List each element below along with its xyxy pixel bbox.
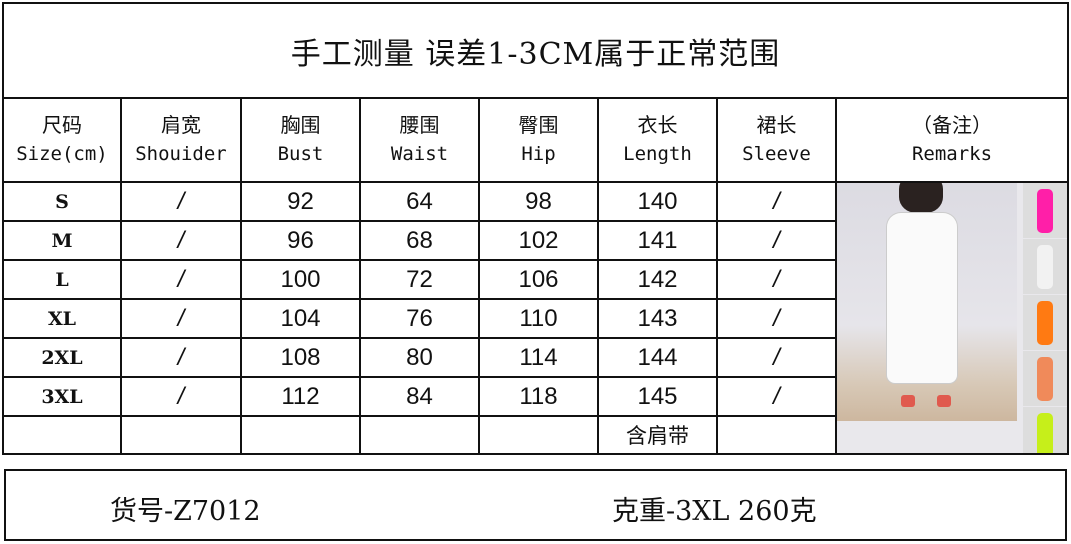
cell-waist: 64 [359, 181, 480, 222]
cell-sleeve: / [716, 376, 837, 417]
cell-waist: 80 [359, 337, 480, 378]
header-en: Bust [277, 143, 324, 165]
cell-length: 143 [597, 298, 718, 339]
cell-length: 142 [597, 259, 718, 300]
cell-bust: 96 [240, 220, 361, 261]
header-bust: 胸围 Bust [240, 97, 361, 183]
cell-hip: 118 [478, 376, 599, 417]
cell-sleeve: / [716, 220, 837, 261]
page-title: 手工测量 误差1-3CM属于正常范围 [2, 2, 1069, 99]
empty-cell [120, 415, 242, 455]
header-en: Hip [521, 143, 556, 165]
header-en: Remarks [911, 143, 993, 165]
empty-cell [716, 415, 837, 455]
cell-size: M [2, 220, 122, 261]
cell-shoulder: / [120, 298, 242, 339]
size-chart-table: 尺码 Size(cm) 肩宽 Shouider 胸围 Bust 腰围 Waist 臀围 Hip 衣长… [2, 97, 1069, 455]
header-cn: 臀围 [518, 113, 559, 137]
header-cn: 尺码 [42, 113, 82, 137]
cell-bust: 112 [240, 376, 361, 417]
cell-length: 141 [597, 220, 718, 261]
item-number: 货号-Z7012 [110, 496, 261, 527]
header-shoulder: 肩宽 Shouider [120, 97, 242, 183]
cell-size: 3XL [2, 376, 122, 417]
cell-sleeve: / [716, 337, 837, 378]
header-row: 尺码 Size(cm) 肩宽 Shouider 胸围 Bust 腰围 Waist 臀围 Hip 衣长… [2, 97, 1069, 183]
color-variants [1023, 183, 1067, 453]
table-row: XL/104 76 110 143/ [2, 298, 1068, 339]
header-cn: 裙长 [756, 113, 797, 137]
cell-bust: 100 [240, 259, 361, 300]
cell-shoulder: / [120, 181, 242, 222]
table-row: 2XL/108 80 114 144/ [2, 337, 1068, 378]
header-cn: 衣长 [637, 113, 678, 137]
header-sleeve: 裙长 Sleeve [716, 97, 837, 183]
cell-sleeve: / [716, 259, 837, 300]
length-note: 含肩带 [597, 415, 718, 455]
color-variant-thumb [1023, 407, 1067, 453]
header-cn: 肩宽 [161, 113, 201, 137]
cell-hip: 114 [478, 337, 599, 378]
table-row: 3XL/112 84 118 145/ [2, 376, 1068, 417]
cell-hip: 98 [478, 181, 599, 222]
empty-cell [359, 415, 480, 455]
cell-size: XL [2, 298, 122, 339]
cell-shoulder: / [120, 220, 242, 261]
table-row: S/92 64 98 140/ [2, 181, 1069, 455]
cell-hip: 102 [478, 220, 599, 261]
cell-size: 2XL [2, 337, 122, 378]
cell-waist: 68 [359, 220, 480, 261]
color-variant-thumb [1023, 183, 1067, 238]
color-variant-thumb [1023, 351, 1067, 406]
cell-bust: 104 [240, 298, 361, 339]
cell-shoulder: / [120, 259, 242, 300]
cell-sleeve: / [716, 298, 837, 339]
header-length: 衣长 Length [597, 97, 718, 183]
cell-size: L [2, 259, 122, 300]
table-row: L/100 72 106 142/ [2, 259, 1068, 300]
table-row: M/96 68 102 141/ [2, 220, 1068, 261]
model-figure [867, 183, 977, 413]
cell-size: S [2, 181, 122, 222]
note-row: 含肩带 [2, 415, 1068, 455]
product-photo [835, 181, 1069, 455]
cell-length: 145 [597, 376, 718, 417]
weight: 克重-3XL 260克 [612, 496, 817, 527]
header-remarks: （备注） Remarks [835, 97, 1069, 183]
empty-cell [478, 415, 599, 455]
color-variant-thumb [1023, 295, 1067, 350]
color-variant-thumb [1023, 239, 1067, 294]
cell-shoulder: / [120, 337, 242, 378]
cell-hip: 106 [478, 259, 599, 300]
cell-hip: 110 [478, 298, 599, 339]
cell-bust: 92 [240, 181, 361, 222]
header-en: Sleeve [742, 143, 811, 165]
cell-sleeve: / [716, 181, 837, 222]
header-size: 尺码 Size(cm) [2, 97, 122, 183]
header-hip: 臀围 Hip [478, 97, 599, 183]
cell-length: 140 [597, 181, 718, 222]
header-en: Size(cm) [16, 143, 108, 165]
cell-bust: 108 [240, 337, 361, 378]
cell-waist: 76 [359, 298, 480, 339]
header-cn: 胸围 [280, 113, 321, 137]
cell-waist: 72 [359, 259, 480, 300]
header-cn: （备注） [912, 113, 992, 137]
empty-cell [240, 415, 361, 455]
cell-shoulder: / [120, 376, 242, 417]
header-en: Waist [390, 143, 449, 165]
empty-cell [2, 415, 122, 455]
cell-waist: 84 [359, 376, 480, 417]
header-en: Length [623, 143, 692, 165]
footer: 货号-Z7012 克重-3XL 260克 [4, 469, 1067, 541]
header-en: Shouider [135, 143, 227, 165]
header-waist: 腰围 Waist [359, 97, 480, 183]
cell-length: 144 [597, 337, 718, 378]
header-cn: 腰围 [399, 113, 440, 137]
